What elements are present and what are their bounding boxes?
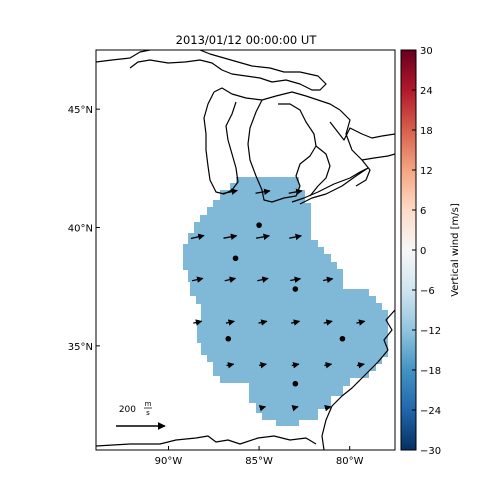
colorbar-tick-label: 30 [420,46,433,57]
wind-vector [222,188,238,195]
wind-vector [324,362,333,369]
wind-vector [289,233,302,241]
wind-vector [258,319,268,326]
wind-vector [190,233,205,240]
station-dot [339,335,346,342]
colorbar-tick-label: −24 [420,406,441,417]
scale-arrow-unit-num: m [145,400,152,408]
colorbar-tick-label: 24 [420,86,433,97]
longitude-ticks: 90°W 85°W 80°W [155,446,364,467]
map-area: 200 m s [96,50,395,450]
lat-tick-label: 35°N [68,342,93,353]
wind-vector [291,405,299,412]
wind-vector [224,276,237,283]
upper-peninsula-shore [213,87,341,111]
latitude-ticks: 45°N 40°N 35°N [68,105,100,353]
wind-vector [223,233,238,241]
wind-vector [290,319,301,326]
lon-tick-label: 80°W [336,456,364,467]
scale-arrow-unit-den: s [146,409,150,417]
colorbar-tick-label: −12 [420,326,441,337]
scale-arrow: 200 m s [116,400,166,430]
wind-vector [226,362,235,369]
station-dot [292,380,299,387]
colorbar-tick-label: −18 [420,366,441,377]
scale-arrow-value: 200 [119,405,136,415]
stations [225,222,346,387]
colorbar-tick-label: −6 [420,286,435,297]
colorbar-tick-label: 12 [420,166,433,177]
atlantic-coast [321,309,395,450]
wind-vector [356,319,366,326]
vertical-wind-field [183,177,388,426]
wind-vector [323,276,334,283]
colorbar-ticks: 30 24 18 12 6 0 −6 −12 −18 −24 −30 [412,46,441,457]
lower-peninsula-shore [247,99,317,203]
station-dot [225,335,232,342]
wind-vector [193,319,203,326]
wind-vector [258,362,267,369]
wind-vector [291,362,300,369]
colorbar-tick-label: 18 [420,126,433,137]
wind-vector [356,362,365,369]
wind-vector [255,188,271,195]
map-title: 2013/01/12 00:00:00 UT [176,33,318,47]
station-dot [256,222,262,228]
wind-vector [258,405,267,412]
lake-michigan-shore [203,91,239,195]
wind-vector [255,233,270,241]
colorbar-label: Vertical wind [m/s] [450,203,461,297]
lon-tick-label: 85°W [245,456,273,467]
wind-vector [225,319,235,326]
wind-vector [324,405,332,412]
wind-vector [288,188,303,196]
colorbar-tick-label: −30 [420,446,441,457]
colorbar-tick-label: 0 [420,246,426,257]
lat-tick-label: 40°N [68,224,93,235]
lat-tick-label: 45°N [68,105,93,116]
wind-vectors [190,188,366,412]
lake-ontario-shore [361,153,395,161]
lake-erie-shore [291,167,369,205]
lake-huron-shore [309,109,395,197]
station-dot [292,286,299,292]
map-frame [95,49,396,451]
wind-vector [257,276,269,283]
lon-tick-label: 90°W [155,456,183,467]
lake-superior-shore [96,50,327,91]
wind-vector [290,276,302,283]
coastlines [96,50,395,450]
colorbar-tick-label: 6 [420,206,426,217]
gulf-coast [96,435,317,447]
wind-vector [323,319,333,326]
wind-vector [191,276,204,283]
station-dot [232,255,239,262]
